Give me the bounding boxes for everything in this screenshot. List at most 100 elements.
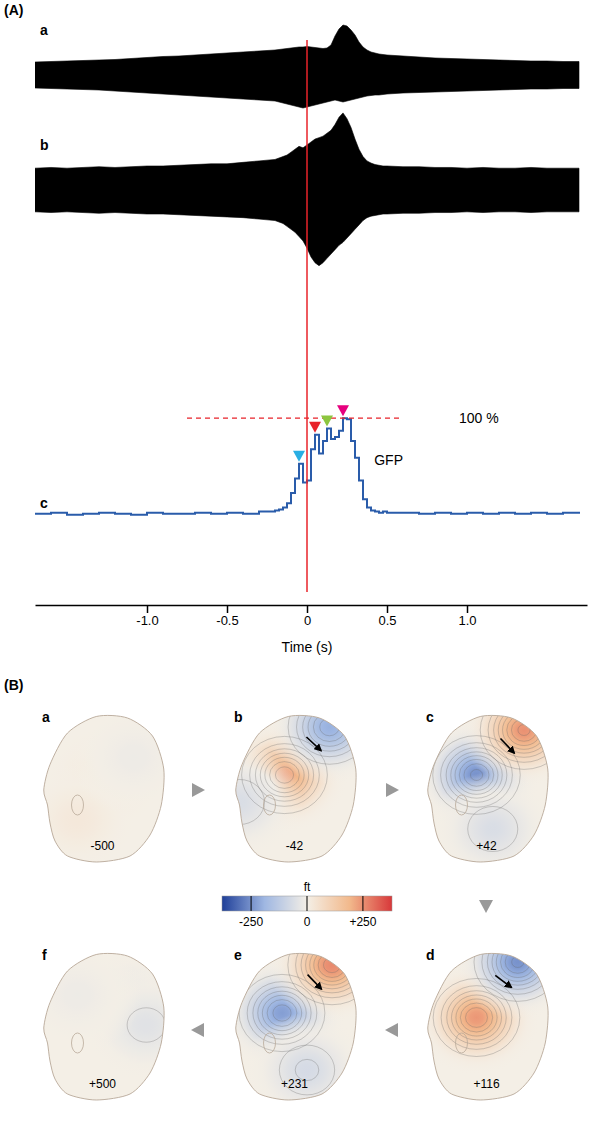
- contour: [480, 691, 568, 770]
- figure: (A)abcGFP100 %-1.0-0.500.51.0Time (s)(B)…: [0, 0, 598, 1122]
- contour: [288, 925, 376, 1004]
- contour: [127, 1008, 165, 1042]
- contour: [275, 767, 293, 783]
- tick-mark: [307, 605, 309, 613]
- contour: [518, 725, 530, 736]
- contour: [455, 756, 498, 795]
- tick-label: 0: [304, 613, 311, 628]
- peak-marker: [337, 405, 349, 416]
- head-outline: [44, 715, 164, 862]
- contour: [503, 711, 546, 750]
- tick: 0: [304, 605, 311, 628]
- reference-label: 100 %: [459, 410, 499, 426]
- contour: [487, 935, 548, 990]
- field-pole: [268, 908, 396, 1023]
- contour: [239, 974, 325, 1051]
- contour: [297, 697, 363, 756]
- peak-marker: [309, 422, 321, 433]
- colorbar-title: ft: [304, 880, 311, 894]
- contour: [451, 995, 501, 1040]
- trace-letter: a: [40, 22, 48, 38]
- map-letter: c: [426, 709, 434, 725]
- contour: [306, 941, 359, 989]
- map-time: +500: [89, 1077, 116, 1091]
- contour: [459, 759, 493, 790]
- contour: [265, 757, 304, 792]
- colorbar-tick-label: -250: [239, 915, 263, 929]
- map-time: -42: [286, 839, 304, 853]
- contour: [318, 953, 346, 978]
- tick: -0.5: [216, 605, 238, 628]
- contour: [505, 951, 530, 974]
- topomap: f+500: [14, 938, 210, 1100]
- map-letter: a: [42, 709, 50, 725]
- map-letter: e: [234, 947, 242, 963]
- field-layer: [14, 700, 198, 878]
- series-label: GFP: [374, 452, 403, 468]
- field-pole: [70, 700, 198, 815]
- colorbar-tick: [362, 896, 363, 911]
- dipole-arrow: [308, 975, 322, 989]
- peak-marker: [321, 416, 333, 427]
- head-outline: [428, 715, 548, 862]
- map-time: +231: [281, 1077, 308, 1091]
- contour: [255, 749, 313, 801]
- field-pole: [243, 1013, 371, 1122]
- contour: [470, 770, 482, 781]
- contour: [267, 1000, 297, 1027]
- contour: [313, 712, 345, 741]
- contour: [466, 1008, 488, 1028]
- contour: [250, 744, 320, 807]
- tick: 1.0: [458, 605, 476, 628]
- map-time: +116: [473, 1077, 499, 1091]
- panel-label: (B): [4, 677, 23, 693]
- tick-label: 0.5: [378, 613, 396, 628]
- tick-mark: [387, 605, 389, 613]
- tick-label: 1.0: [458, 613, 476, 628]
- contour: [296, 932, 369, 998]
- axis-line: [36, 605, 588, 607]
- contour: [496, 943, 539, 982]
- contour: [512, 957, 524, 968]
- contour: [460, 1003, 492, 1032]
- colorbar-bar: [222, 896, 392, 911]
- contour: [279, 1045, 334, 1095]
- topomap: c +42: [413, 673, 588, 887]
- colorbar-tick-label: 0: [304, 915, 311, 929]
- labels: abcGFP100 %: [40, 22, 499, 511]
- map-time: -500: [90, 839, 114, 853]
- contour: [451, 752, 502, 798]
- field-layer: [413, 905, 582, 1075]
- map-time: +42: [476, 839, 497, 853]
- contour: [511, 719, 536, 742]
- tick-mark: [147, 605, 149, 613]
- dipole-arrow: [306, 737, 321, 751]
- contour: [214, 779, 264, 824]
- field-pole: [454, 905, 582, 1020]
- contour: [507, 714, 541, 745]
- topomap: b-42: [176, 670, 394, 862]
- flow-arrow: [479, 900, 493, 913]
- contour: [456, 999, 497, 1036]
- contour: [488, 698, 560, 763]
- contour: [320, 718, 340, 736]
- contour: [464, 764, 489, 787]
- head-outline: [236, 953, 356, 1100]
- contour: [314, 949, 350, 982]
- axis-title: Time (s): [282, 639, 333, 655]
- contour: [247, 982, 317, 1045]
- tick: -1.0: [136, 605, 158, 628]
- topomap: e +231: [218, 908, 396, 1122]
- ear: [264, 795, 276, 815]
- tick-mark: [467, 605, 469, 613]
- flow-arrow: [191, 1023, 204, 1037]
- contour: [474, 923, 562, 1002]
- head-outline: [44, 953, 164, 1100]
- contour: [482, 930, 554, 995]
- contour: [270, 762, 300, 789]
- event-line: [306, 40, 308, 592]
- contour: [262, 995, 301, 1030]
- map-letter: d: [426, 947, 435, 963]
- contour: [301, 937, 363, 993]
- tick-mark: [227, 605, 229, 613]
